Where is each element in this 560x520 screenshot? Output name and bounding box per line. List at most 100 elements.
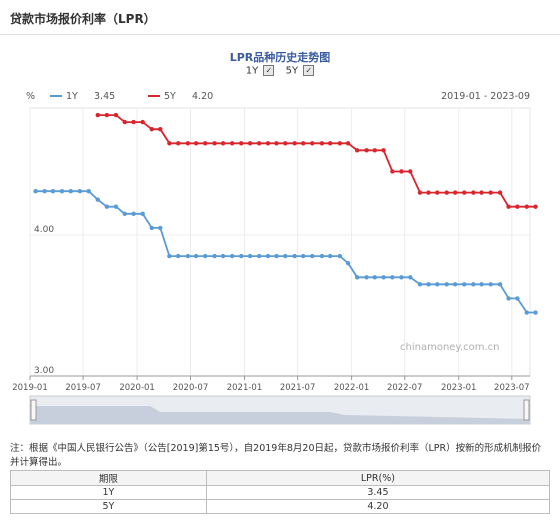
data-point-1y	[533, 310, 538, 315]
table-row: 1Y 3.45	[10, 485, 551, 500]
data-point-1y	[140, 211, 145, 216]
data-point-1y	[372, 275, 377, 280]
data-point-1y	[471, 282, 476, 287]
data-point-1y	[497, 282, 503, 287]
footnote: 注：根据《中国人民银行公告》（公告[2019]第15号），自2019年8月20日…	[10, 443, 542, 468]
data-point-5y	[149, 126, 154, 132]
data-point-1y	[515, 296, 520, 301]
y-tick-label: 3.00	[34, 366, 54, 376]
grid-layer	[29, 108, 530, 377]
y-tick-label: 4.00	[34, 225, 54, 235]
x-tick-label: 2023-01	[441, 383, 477, 393]
data-point-5y	[327, 141, 333, 146]
data-point-5y	[471, 190, 476, 195]
data-point-1y	[265, 253, 271, 259]
data-point-5y	[122, 119, 127, 125]
page-title: 贷款市场报价利率（LPR）	[10, 12, 156, 26]
header-term: 期限	[10, 470, 207, 486]
x-tick-label: 2023-07	[494, 383, 530, 393]
data-point-1y	[337, 253, 343, 259]
lpr-table: 期限 LPR(%) 1Y 3.45 5Y 4.20	[10, 470, 551, 514]
series-line-1y	[35, 190, 536, 314]
data-point-1y	[42, 189, 47, 194]
table-row: 5Y 4.20	[10, 499, 551, 514]
data-point-5y	[462, 190, 467, 195]
data-point-1y	[426, 282, 431, 287]
toggle-1y-label: 1Y	[245, 65, 259, 77]
range-navigator[interactable]	[29, 395, 531, 425]
data-point-5y	[390, 169, 395, 174]
data-point-5y	[354, 148, 360, 153]
data-point-1y	[345, 260, 351, 266]
data-point-5y	[497, 190, 503, 195]
series-line-5y	[97, 114, 536, 208]
data-point-5y	[381, 148, 386, 153]
data-point-1y	[274, 253, 279, 259]
data-point-5y	[167, 141, 172, 146]
data-point-5y	[229, 141, 235, 146]
x-tick-label: 2022-07	[387, 383, 423, 393]
data-point-1y	[113, 204, 119, 209]
data-point-5y	[345, 141, 351, 146]
data-point-1y	[408, 275, 413, 280]
data-point-5y	[175, 141, 181, 146]
data-point-5y	[479, 190, 484, 195]
data-point-1y	[444, 282, 449, 287]
data-point-5y	[417, 190, 423, 195]
legend-1y[interactable]: 1Y 3.45	[50, 91, 115, 102]
data-point-1y	[300, 253, 306, 259]
data-point-1y	[104, 204, 110, 209]
x-tick-label: 2019-01	[12, 383, 48, 393]
legend-5y[interactable]: 5Y 4.20	[148, 91, 213, 102]
title-divider	[0, 34, 560, 35]
data-point-5y	[202, 141, 208, 146]
data-point-5y	[444, 190, 449, 195]
data-point-1y	[149, 225, 154, 231]
watermark: chinamoney.com.cn	[400, 342, 499, 353]
data-point-1y	[33, 189, 38, 194]
data-point-1y	[77, 189, 83, 194]
data-point-5y	[372, 148, 377, 153]
data-point-5y	[524, 204, 529, 209]
navigator-left-handle[interactable]	[30, 399, 37, 421]
series-toggles: 1Y ✓ 5Y ✓	[0, 65, 560, 77]
row-rate: 3.45	[205, 485, 551, 500]
x-tick-label: 2020-07	[173, 383, 209, 393]
toggle-1y-checkbox[interactable]: ✓	[263, 65, 275, 76]
series-layer	[33, 112, 538, 315]
toggle-5y[interactable]: 5Y ✓	[286, 65, 315, 77]
date-range-label: 2019-01 - 2023-09	[441, 91, 530, 102]
navigator-area	[30, 406, 530, 424]
data-point-5y	[515, 204, 520, 209]
data-point-5y	[131, 119, 136, 125]
data-point-5y	[212, 141, 217, 146]
header-rate: LPR(%)	[205, 470, 551, 486]
data-point-1y	[417, 282, 423, 287]
data-point-1y	[95, 197, 100, 202]
y-unit-label: %	[26, 91, 35, 102]
data-point-5y	[185, 141, 191, 146]
toggle-5y-checkbox[interactable]: ✓	[303, 65, 315, 76]
data-point-1y	[175, 253, 181, 259]
data-point-1y	[488, 282, 493, 287]
row-term: 5Y	[10, 499, 207, 514]
data-point-1y	[399, 275, 404, 280]
data-point-5y	[193, 141, 199, 146]
data-point-5y	[399, 169, 404, 174]
data-point-1y	[202, 253, 208, 259]
data-point-5y	[506, 204, 511, 209]
data-point-5y	[256, 141, 262, 146]
toggle-1y[interactable]: 1Y ✓	[246, 65, 275, 77]
data-point-1y	[247, 253, 253, 259]
data-point-1y	[390, 275, 395, 280]
data-point-1y	[283, 253, 288, 259]
legend-5y-name: 5Y	[164, 91, 176, 102]
data-point-1y	[167, 253, 172, 259]
legend-1y-name: 1Y	[66, 91, 78, 102]
navigator-right-handle[interactable]	[523, 399, 530, 421]
data-point-1y	[59, 189, 65, 194]
data-point-1y	[310, 253, 315, 259]
data-point-1y	[364, 275, 369, 280]
data-point-1y	[239, 253, 244, 259]
data-point-5y	[337, 141, 343, 146]
